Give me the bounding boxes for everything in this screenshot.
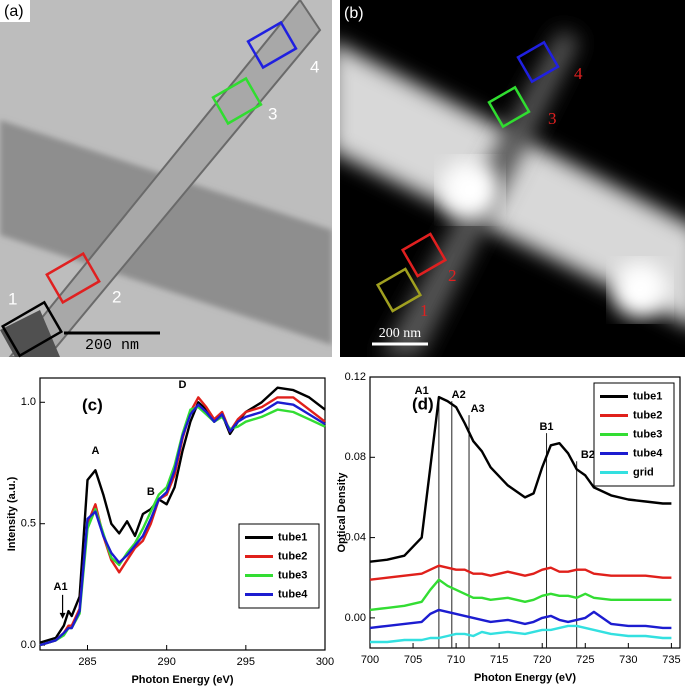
legend-label: tube3 (633, 428, 662, 440)
annotation: A3 (471, 403, 485, 415)
panel-label: (c) (82, 395, 103, 414)
y-tick-label: 0.00 (345, 612, 366, 624)
box (246, 20, 298, 70)
series-line (369, 564, 672, 581)
legend-label: tube2 (633, 409, 662, 421)
tem-image (0, 0, 332, 357)
series-line (370, 624, 672, 644)
annotation: B (147, 486, 155, 498)
x-tick-label: 285 (78, 656, 96, 668)
series-line (39, 401, 326, 647)
legend-label: tube4 (633, 447, 663, 459)
box-label: 4 (310, 57, 319, 76)
annotation: B2 (581, 449, 595, 461)
x-tick-label: 710 (447, 654, 465, 666)
y-axis-label: Intensity (a.u.) (6, 476, 18, 551)
x-tick-label: 295 (237, 656, 255, 668)
legend-label: tube4 (278, 588, 308, 600)
x-tick-label: 290 (157, 656, 175, 668)
box-label: 1 (8, 289, 17, 308)
panel-label: (d) (412, 394, 434, 413)
box-label: 3 (268, 104, 277, 123)
box (375, 267, 423, 313)
box (1, 300, 63, 358)
annotation: A1 (54, 581, 68, 593)
annotation: B1 (539, 421, 553, 433)
legend-label: tube1 (633, 390, 662, 402)
annotation-arrowhead (59, 612, 66, 619)
dark-field-image (340, 0, 685, 357)
box (211, 76, 263, 126)
y-tick-label: 1.0 (21, 396, 36, 408)
series-line (369, 578, 672, 612)
legend-label: tube3 (278, 569, 307, 581)
y-tick-label: 0.08 (345, 451, 366, 463)
x-tick-label: 735 (662, 654, 680, 666)
y-tick-label: 0.0 (21, 639, 36, 651)
series-line (369, 395, 672, 563)
scale-label: 200 nm (85, 337, 139, 354)
x-tick-label: 300 (316, 656, 334, 668)
panel-label: (b) (344, 5, 364, 22)
legend-label: tube1 (278, 531, 307, 543)
x-tick-label: 720 (533, 654, 551, 666)
box (487, 85, 531, 129)
panel-label: (a) (4, 3, 24, 20)
x-tick-label: 725 (576, 654, 594, 666)
y-axis-label: Optical Density (336, 472, 348, 553)
x-axis-label: Photon Energy (eV) (474, 672, 576, 684)
series-line (369, 608, 672, 630)
box-label: 3 (548, 109, 557, 128)
legend-label: grid (633, 466, 654, 478)
plot-frame (369, 376, 681, 649)
x-tick-label: 700 (361, 654, 379, 666)
y-tick-label: 0.12 (345, 371, 366, 383)
label-bg (0, 0, 30, 22)
x-axis-label: Photon Energy (eV) (131, 674, 233, 686)
box (400, 232, 448, 278)
box-label: 4 (574, 64, 583, 83)
box-label: 2 (112, 287, 121, 306)
x-tick-label: 730 (619, 654, 637, 666)
scale-label: 200 nm (379, 326, 422, 341)
annotation: A1 (415, 385, 429, 397)
x-tick-label: 705 (404, 654, 422, 666)
y-tick-label: 0.04 (345, 531, 366, 543)
annotation: A (91, 445, 99, 457)
annotation: A2 (452, 389, 466, 401)
plot-frame (39, 377, 326, 651)
legend-label: tube2 (278, 550, 307, 562)
box-label: 2 (448, 266, 457, 285)
x-tick-label: 715 (490, 654, 508, 666)
box (516, 40, 560, 84)
box (45, 251, 101, 305)
box-label: 1 (420, 301, 429, 320)
y-tick-label: 0.5 (21, 518, 36, 530)
annotation: D (179, 379, 187, 391)
